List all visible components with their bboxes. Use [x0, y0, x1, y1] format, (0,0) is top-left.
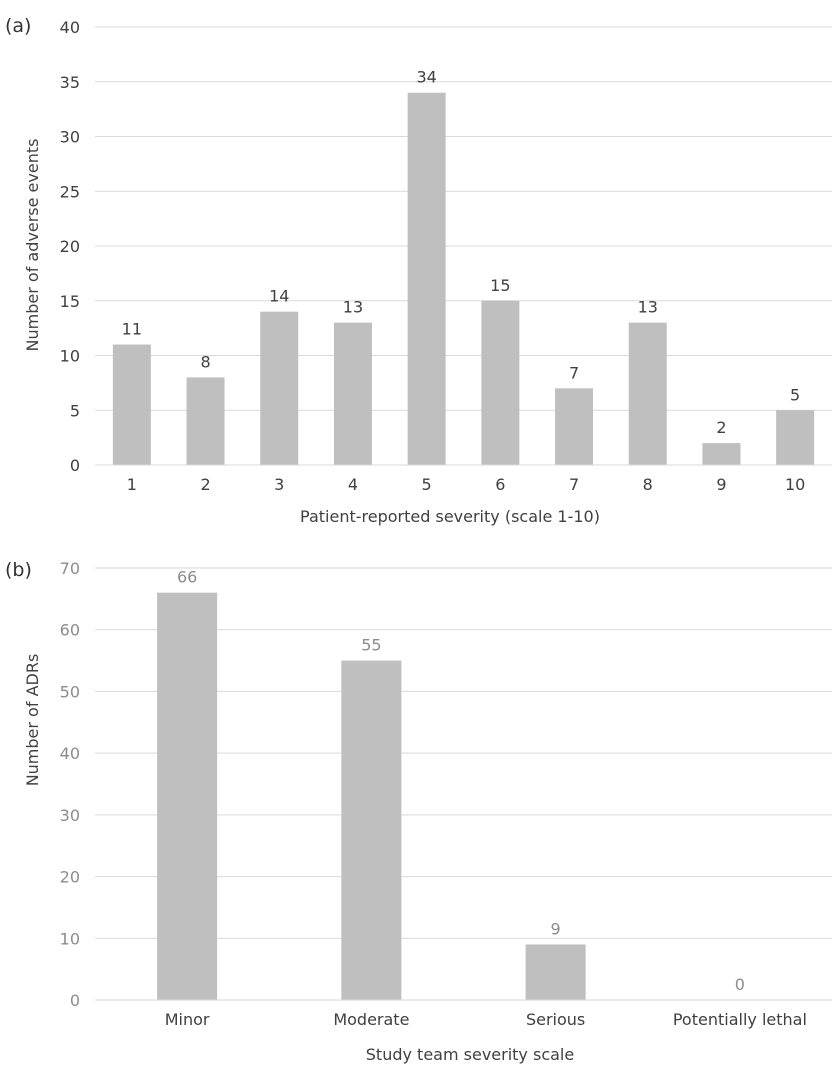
b-y-tick-label: 70: [60, 559, 80, 578]
a-bar: [481, 300, 520, 465]
a-y-tick-label: 0: [70, 456, 80, 475]
a-y-tick-label: 5: [70, 401, 80, 420]
b-category-label: Potentially lethal: [673, 1010, 807, 1029]
a-data-label: 14: [269, 287, 289, 306]
b-bar: [525, 944, 586, 1000]
a-category-label: 4: [348, 475, 358, 494]
chart-b: (b) 0 10 20 30 40 50 60 70 66 55 9 0 Minor Moderate…: [5, 559, 832, 1064]
a-bar: [112, 344, 151, 465]
b-category-label: Serious: [526, 1010, 585, 1029]
a-bar: [333, 322, 372, 465]
a-bar: [555, 388, 594, 465]
chart-a-x-tick-labels: 1 2 3 4 5 6 7 8 9 10: [127, 475, 806, 494]
a-category-label: 7: [569, 475, 579, 494]
a-bar: [776, 410, 815, 465]
b-category-label: Moderate: [333, 1010, 409, 1029]
a-bar: [186, 377, 225, 465]
panel-a-label: (a): [5, 15, 31, 37]
b-data-label: 55: [361, 636, 381, 655]
a-data-label: 2: [716, 418, 726, 437]
a-category-label: 2: [200, 475, 210, 494]
a-y-tick-label: 30: [60, 128, 80, 147]
a-category-label: 5: [422, 475, 432, 494]
b-y-tick-label: 20: [60, 868, 80, 887]
a-bar: [260, 311, 299, 465]
a-data-label: 8: [200, 352, 210, 371]
b-data-label: 9: [551, 919, 561, 938]
a-data-label: 15: [490, 276, 510, 295]
a-y-tick-label: 40: [60, 18, 80, 37]
b-y-tick-label: 60: [60, 621, 80, 640]
a-data-label: 7: [569, 363, 579, 382]
chart-b-bars: [157, 592, 586, 1000]
chart-b-x-axis-title: Study team severity scale: [366, 1045, 574, 1064]
b-bar: [341, 660, 402, 1000]
a-y-tick-label: 35: [60, 73, 80, 92]
chart-b-data-labels: 66 55 9 0: [177, 568, 745, 994]
a-category-label: 8: [643, 475, 653, 494]
panel-b-label: (b): [5, 559, 32, 581]
a-y-tick-label: 25: [60, 182, 80, 201]
b-bar: [157, 592, 218, 1000]
b-y-tick-label: 40: [60, 744, 80, 763]
a-data-label: 13: [343, 298, 363, 317]
a-data-label: 13: [638, 298, 658, 317]
a-data-label: 5: [790, 385, 800, 404]
chart-a-y-tick-labels: 0 5 10 15 20 25 30 35 40: [60, 18, 80, 475]
a-y-tick-label: 15: [60, 292, 80, 311]
chart-b-y-tick-labels: 0 10 20 30 40 50 60 70: [60, 559, 80, 1010]
a-y-tick-label: 20: [60, 237, 80, 256]
a-bar: [702, 443, 741, 465]
a-category-label: 3: [274, 475, 284, 494]
chart-b-gridlines: [95, 567, 832, 939]
a-data-label: 34: [416, 68, 436, 87]
a-bar: [407, 92, 446, 465]
chart-a-x-axis-title: Patient-reported severity (scale 1-10): [300, 507, 600, 526]
a-category-label: 6: [495, 475, 505, 494]
b-y-tick-label: 50: [60, 682, 80, 701]
b-category-label: Minor: [165, 1010, 210, 1029]
a-category-label: 9: [716, 475, 726, 494]
b-y-tick-label: 0: [70, 991, 80, 1010]
a-category-label: 1: [127, 475, 137, 494]
chart-a-data-labels: 11 8 14 13 34 15 7 13 2 5: [122, 68, 801, 437]
a-y-tick-label: 10: [60, 347, 80, 366]
chart-a-gridlines: [95, 26, 832, 411]
b-y-tick-label: 10: [60, 929, 80, 948]
a-data-label: 11: [122, 320, 142, 339]
chart-a-bars: [112, 92, 815, 465]
chart-b-y-axis-title: Number of ADRs: [23, 654, 42, 787]
chart-b-x-tick-labels: Minor Moderate Serious Potentially lethal: [165, 1010, 807, 1029]
b-y-tick-label: 30: [60, 806, 80, 825]
b-data-label: 0: [735, 975, 745, 994]
b-data-label: 66: [177, 568, 197, 587]
chart-a-y-axis-title: Number of adverse events: [23, 139, 42, 352]
a-category-label: 10: [785, 475, 805, 494]
a-bar: [628, 322, 667, 465]
